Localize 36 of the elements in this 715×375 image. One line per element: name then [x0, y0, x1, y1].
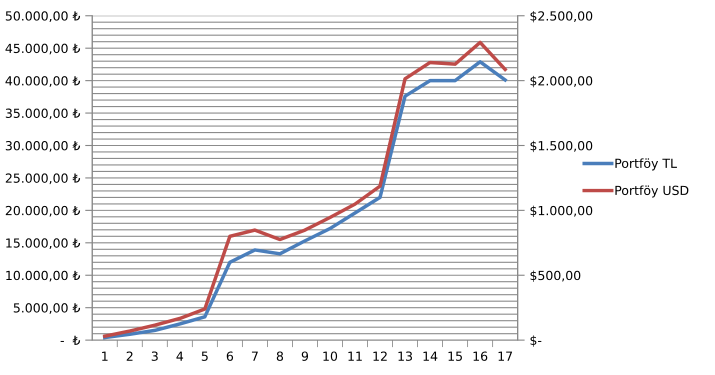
x-tick-label: 10 — [323, 351, 338, 361]
x-tick-label: 12 — [373, 351, 387, 361]
x-tick-label: 8 — [276, 351, 284, 361]
y-tick-label: - ₺ — [60, 336, 80, 345]
x-tick-label: 2 — [126, 351, 132, 361]
x-tick-label: 6 — [226, 351, 234, 361]
x-tick-label: 5 — [202, 352, 208, 361]
x-tick-label: 3 — [152, 351, 158, 361]
y2-tick-label: $2.000,00 — [530, 76, 592, 88]
y-tick-label: 15.000,00 ₺ — [6, 238, 80, 250]
y2-tick-label: $1.000,00 — [530, 206, 592, 217]
x-tick-label: 17 — [498, 352, 512, 361]
x-tick-label: 13 — [398, 351, 412, 361]
y2-tick-label: $1.500,00 — [530, 140, 592, 152]
y-tick-label: 35.000,00 ₺ — [6, 108, 80, 120]
y2-tick-label: $- — [530, 335, 542, 347]
x-tick-label: 15 — [448, 352, 462, 361]
x-tick-label: 7 — [252, 352, 258, 361]
y2-tick-label: $500,00 — [530, 270, 580, 282]
y2-tick-label: $2.500,00 — [530, 11, 592, 22]
y-tick-label: 30.000,00 ₺ — [6, 140, 80, 152]
y-tick-label: 50.000,00 ₺ — [6, 11, 80, 22]
y-tick-label: 5.000,00 ₺ — [14, 303, 80, 314]
legend-label: Portföy USD — [615, 185, 688, 198]
x-tick-label: 9 — [302, 351, 308, 361]
x-tick-label: 16 — [474, 351, 488, 361]
y-tick-label: 40.000,00 ₺ — [6, 76, 80, 87]
y-tick-label: 25.000,00 ₺ — [6, 173, 80, 184]
x-tick-label: 11 — [348, 352, 362, 361]
x-tick-label: 14 — [423, 352, 438, 361]
y-tick-label: 10.000,00 ₺ — [6, 270, 80, 282]
legend-label: Portföy TL — [615, 158, 677, 170]
x-tick-label: 4 — [176, 352, 184, 361]
y-tick-label: 45.000,00 ₺ — [6, 44, 80, 54]
y-tick-label: 20.000,00 ₺ — [6, 206, 80, 217]
x-tick-label: 1 — [102, 352, 108, 361]
